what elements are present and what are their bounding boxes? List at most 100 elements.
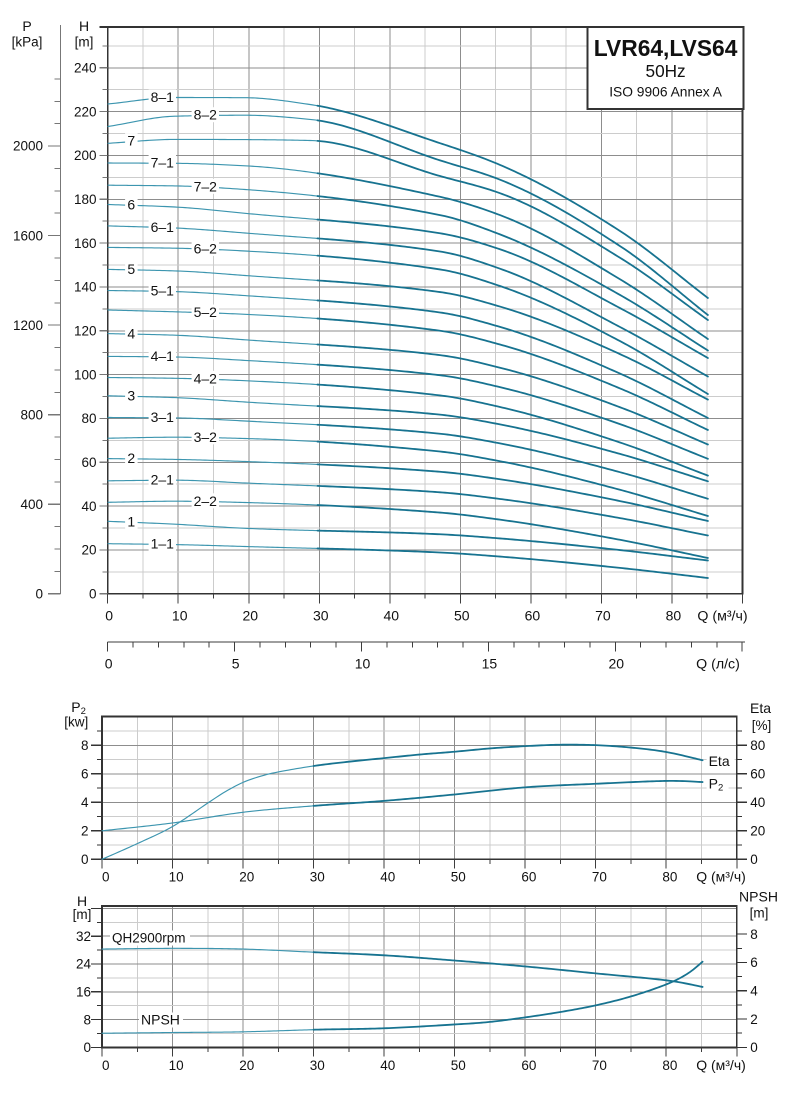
svg-text:0: 0 bbox=[750, 852, 758, 867]
svg-text:[m]: [m] bbox=[73, 907, 92, 922]
svg-text:1200: 1200 bbox=[13, 318, 43, 333]
svg-text:50Hz: 50Hz bbox=[646, 61, 686, 81]
svg-text:40: 40 bbox=[81, 499, 96, 514]
svg-text:0: 0 bbox=[35, 587, 43, 602]
svg-text:1600: 1600 bbox=[13, 228, 43, 243]
svg-text:40: 40 bbox=[380, 870, 395, 885]
svg-text:60: 60 bbox=[521, 870, 536, 885]
svg-text:24: 24 bbox=[76, 957, 92, 972]
svg-text:20: 20 bbox=[81, 543, 96, 558]
svg-text:NPSH: NPSH bbox=[141, 1012, 180, 1028]
svg-text:8–2: 8–2 bbox=[194, 107, 218, 123]
svg-text:160: 160 bbox=[74, 236, 97, 251]
svg-text:400: 400 bbox=[20, 497, 43, 512]
svg-text:50: 50 bbox=[451, 870, 466, 885]
svg-text:140: 140 bbox=[74, 280, 97, 295]
svg-text:1–1: 1–1 bbox=[151, 536, 175, 552]
svg-text:100: 100 bbox=[74, 367, 97, 382]
svg-text:Eta: Eta bbox=[750, 700, 771, 716]
svg-text:20: 20 bbox=[609, 656, 625, 672]
svg-text:4–2: 4–2 bbox=[194, 370, 218, 386]
svg-text:6: 6 bbox=[750, 955, 758, 970]
svg-text:10: 10 bbox=[169, 1058, 184, 1073]
svg-text:2000: 2000 bbox=[13, 139, 43, 154]
svg-text:32: 32 bbox=[76, 929, 91, 944]
svg-text:40: 40 bbox=[384, 607, 400, 623]
svg-text:40: 40 bbox=[380, 1058, 395, 1073]
svg-text:6–2: 6–2 bbox=[194, 240, 218, 256]
svg-text:8–1: 8–1 bbox=[151, 89, 175, 105]
svg-text:8: 8 bbox=[81, 738, 89, 753]
svg-text:50: 50 bbox=[451, 1058, 466, 1073]
svg-text:H: H bbox=[79, 18, 89, 34]
svg-text:220: 220 bbox=[74, 104, 97, 119]
svg-text:4–1: 4–1 bbox=[151, 348, 175, 364]
svg-text:ISO 9906 Annex A: ISO 9906 Annex A bbox=[609, 85, 723, 100]
svg-text:20: 20 bbox=[243, 607, 259, 623]
svg-text:6–1: 6–1 bbox=[151, 219, 175, 235]
svg-text:4: 4 bbox=[127, 325, 135, 341]
svg-text:80: 80 bbox=[662, 1058, 677, 1073]
svg-text:16: 16 bbox=[76, 985, 91, 1000]
svg-text:70: 70 bbox=[592, 1058, 607, 1073]
svg-text:240: 240 bbox=[74, 61, 97, 76]
svg-text:[kPa]: [kPa] bbox=[12, 35, 43, 50]
svg-text:0: 0 bbox=[81, 852, 89, 867]
svg-text:2: 2 bbox=[81, 824, 89, 839]
svg-text:[kw]: [kw] bbox=[64, 715, 88, 730]
svg-text:0: 0 bbox=[105, 607, 113, 623]
svg-text:80: 80 bbox=[666, 607, 682, 623]
svg-text:LVR64,LVS64: LVR64,LVS64 bbox=[594, 35, 738, 61]
svg-text:5: 5 bbox=[127, 261, 135, 277]
svg-text:800: 800 bbox=[20, 407, 43, 422]
svg-text:7–1: 7–1 bbox=[151, 154, 175, 170]
svg-text:Eta: Eta bbox=[709, 753, 730, 769]
svg-text:8: 8 bbox=[750, 927, 758, 942]
svg-text:120: 120 bbox=[74, 324, 97, 339]
svg-text:0: 0 bbox=[102, 870, 110, 885]
svg-text:NPSH: NPSH bbox=[739, 889, 778, 905]
svg-text:4: 4 bbox=[81, 795, 89, 810]
svg-text:1: 1 bbox=[127, 514, 135, 530]
svg-text:80: 80 bbox=[750, 738, 765, 753]
svg-text:30: 30 bbox=[313, 607, 329, 623]
svg-text:[m]: [m] bbox=[750, 906, 769, 921]
svg-text:0: 0 bbox=[105, 656, 113, 672]
svg-text:[%]: [%] bbox=[752, 718, 772, 733]
svg-text:15: 15 bbox=[482, 656, 498, 672]
svg-text:7: 7 bbox=[127, 133, 135, 149]
svg-text:3–2: 3–2 bbox=[194, 429, 218, 445]
svg-text:0: 0 bbox=[89, 587, 97, 602]
svg-text:30: 30 bbox=[310, 870, 325, 885]
svg-text:2: 2 bbox=[750, 1012, 758, 1027]
svg-text:3: 3 bbox=[127, 388, 135, 404]
svg-text:50: 50 bbox=[454, 607, 470, 623]
svg-text:3–1: 3–1 bbox=[151, 409, 175, 425]
svg-text:0: 0 bbox=[750, 1040, 758, 1055]
svg-text:7–2: 7–2 bbox=[194, 178, 218, 194]
svg-text:0: 0 bbox=[102, 1058, 110, 1073]
svg-text:6: 6 bbox=[127, 197, 135, 213]
svg-text:60: 60 bbox=[750, 767, 765, 782]
svg-text:30: 30 bbox=[310, 1058, 325, 1073]
svg-text:180: 180 bbox=[74, 192, 97, 207]
svg-text:70: 70 bbox=[595, 607, 611, 623]
svg-text:200: 200 bbox=[74, 148, 97, 163]
svg-text:20: 20 bbox=[239, 870, 254, 885]
svg-text:0: 0 bbox=[83, 1040, 91, 1055]
svg-text:80: 80 bbox=[662, 870, 677, 885]
svg-text:Q (м³/ч): Q (м³/ч) bbox=[696, 1057, 746, 1073]
svg-text:70: 70 bbox=[592, 870, 607, 885]
svg-text:20: 20 bbox=[750, 824, 765, 839]
svg-text:QH2900rpm: QH2900rpm bbox=[112, 931, 186, 946]
svg-text:60: 60 bbox=[521, 1058, 536, 1073]
svg-text:2: 2 bbox=[127, 450, 135, 466]
svg-text:10: 10 bbox=[172, 607, 188, 623]
svg-text:80: 80 bbox=[81, 411, 96, 426]
svg-text:2–1: 2–1 bbox=[151, 471, 175, 487]
svg-text:6: 6 bbox=[81, 767, 89, 782]
svg-text:8: 8 bbox=[83, 1012, 91, 1027]
svg-text:5–2: 5–2 bbox=[194, 304, 218, 320]
svg-text:Q (м³/ч): Q (м³/ч) bbox=[696, 869, 746, 885]
svg-text:10: 10 bbox=[355, 656, 371, 672]
